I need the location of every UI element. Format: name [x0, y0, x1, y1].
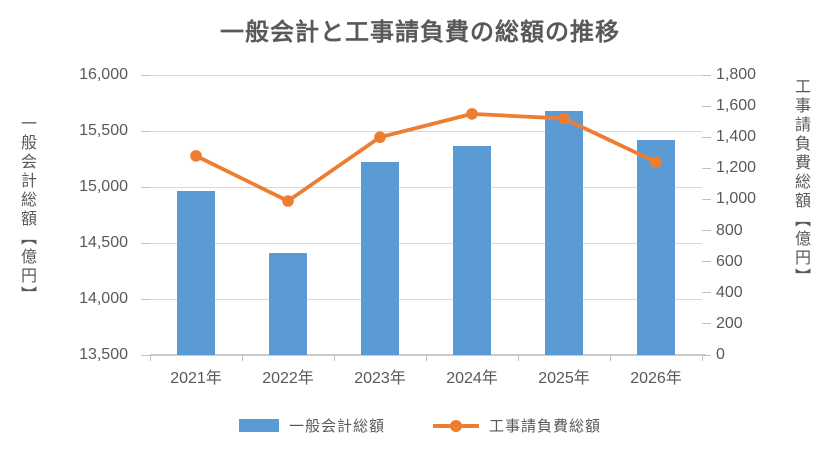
bar-2025年[interactable]	[545, 110, 583, 355]
x-axis-tick	[241, 355, 243, 361]
left-axis-tick-label: 16,000	[79, 66, 128, 83]
right-axis-tick	[702, 354, 711, 356]
gridline	[150, 242, 702, 244]
right-axis-tick-label: 1,400	[716, 128, 757, 146]
x-axis-label: 2025年	[538, 370, 590, 387]
x-axis-label: 2024年	[446, 370, 498, 387]
line-marker[interactable]	[558, 112, 570, 125]
left-axis-tick	[141, 130, 150, 132]
chart-title: 一般会計と工事請負費の総額の推移	[220, 19, 620, 46]
left-axis-tick-label: 15,500	[79, 122, 128, 139]
left-axis-tick	[141, 242, 150, 244]
right-axis-tick-label: 600	[716, 252, 743, 270]
x-axis-tick	[149, 355, 151, 361]
line-path[interactable]	[194, 111, 658, 203]
bar-2021年[interactable]	[177, 191, 215, 355]
right-axis-tick-label: 800	[716, 221, 743, 239]
legend: 一般会計総額 工事請負費総額	[0, 415, 840, 436]
left-axis-tick	[141, 186, 150, 188]
line-marker[interactable]	[282, 195, 294, 207]
gridline	[150, 130, 702, 132]
left-axis-tick	[141, 354, 150, 356]
right-axis-tick-label: 1,600	[716, 97, 757, 115]
line-series-swatch-icon	[433, 419, 479, 433]
bar-2024年[interactable]	[453, 145, 491, 355]
legend-label-bar-series: 一般会計総額	[288, 418, 385, 435]
bar-2022年[interactable]	[269, 253, 307, 355]
right-axis-tick	[702, 198, 711, 200]
left-axis-tick-label: 14,000	[79, 290, 128, 307]
right-axis-tick	[702, 292, 711, 294]
line-marker[interactable]	[650, 156, 662, 168]
left-axis-tick-label: 14,500	[79, 234, 128, 251]
line-marker[interactable]	[466, 108, 478, 120]
x-axis-tick	[609, 355, 611, 361]
line-marker[interactable]	[190, 150, 202, 162]
x-axis-tick	[425, 355, 427, 361]
legend-label-line-series: 工事請負費総額	[489, 418, 602, 435]
right-axis-tick-label: 1,800	[716, 66, 757, 83]
x-axis-line	[150, 354, 706, 356]
legend-item-bar-series[interactable]: 一般会計総額	[238, 415, 385, 436]
x-axis-tick	[517, 355, 519, 361]
left-axis-title: 一般会計総額【億円】	[18, 115, 35, 305]
left-axis-tick	[141, 298, 150, 300]
left-axis-tick-label: 15,000	[79, 178, 128, 195]
bar-2026年[interactable]	[637, 139, 675, 355]
bar-series-swatch-icon	[238, 419, 279, 432]
left-axis-tick	[141, 74, 150, 76]
left-axis-tick-label: 13,500	[79, 346, 128, 363]
right-axis-tick-label: 0	[716, 346, 725, 363]
right-axis-tick	[702, 74, 711, 76]
right-axis-tick-label: 200	[716, 314, 743, 332]
right-axis-tick	[702, 261, 711, 263]
x-axis-label: 2026年	[630, 370, 682, 387]
right-axis-tick-label: 1,200	[716, 159, 757, 177]
line-marker[interactable]	[374, 131, 386, 144]
right-axis-title: 工事請負費総額【億円】	[792, 78, 809, 287]
gridline	[150, 74, 702, 76]
right-axis-tick	[702, 230, 711, 232]
right-axis-tick-label: 400	[716, 283, 743, 301]
right-axis-tick	[702, 136, 711, 138]
right-axis-tick	[702, 167, 711, 169]
right-axis-tick	[702, 105, 711, 107]
gridline	[150, 186, 702, 188]
bar-2023年[interactable]	[361, 162, 399, 355]
legend-item-line-series[interactable]: 工事請負費総額	[433, 415, 601, 436]
right-axis-tick	[702, 323, 711, 325]
x-axis-label: 2023年	[354, 370, 406, 387]
x-axis-tick	[333, 355, 335, 361]
right-axis-tick-label: 1,000	[716, 190, 757, 208]
x-axis-tick	[701, 355, 703, 361]
gridline	[150, 298, 702, 300]
x-axis-label: 2021年	[170, 370, 222, 387]
x-axis-label: 2022年	[262, 370, 314, 387]
